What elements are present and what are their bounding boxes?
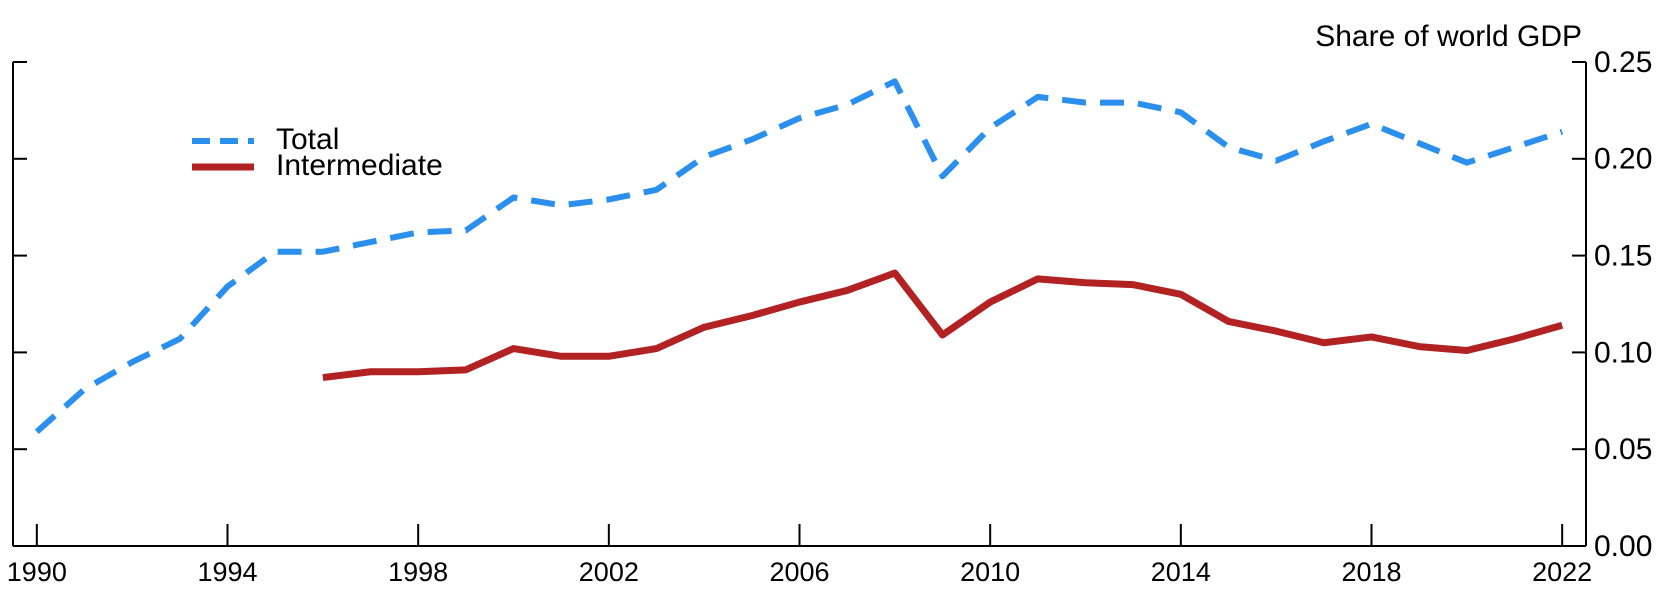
- series-line: [34, 78, 1564, 435]
- x-tick-label: 1998: [388, 557, 448, 587]
- x-tick-label: 1994: [197, 557, 257, 587]
- x-tick-label: 2022: [1532, 557, 1592, 587]
- x-tick-label: 2002: [579, 557, 639, 587]
- legend-label: Intermediate: [276, 149, 443, 182]
- x-tick-label: 2006: [769, 557, 829, 587]
- y-tick-label: 0.20: [1594, 143, 1652, 176]
- y-tick-label: 0.10: [1594, 336, 1652, 369]
- y-tick-label: 0.25: [1594, 46, 1652, 79]
- x-tick-label: 2018: [1341, 557, 1401, 587]
- legend-label: Total: [276, 123, 339, 156]
- y-tick-label: 0.00: [1594, 530, 1652, 563]
- x-tick-label: 2014: [1151, 557, 1211, 587]
- x-tick-label: 1990: [7, 557, 67, 587]
- y-tick-label: 0.05: [1594, 433, 1652, 466]
- x-tick-label: 2010: [960, 557, 1020, 587]
- y-tick-label: 0.15: [1594, 240, 1652, 273]
- series-line: [322, 269, 1564, 382]
- y-axis-label: Share of world GDP: [1315, 20, 1582, 53]
